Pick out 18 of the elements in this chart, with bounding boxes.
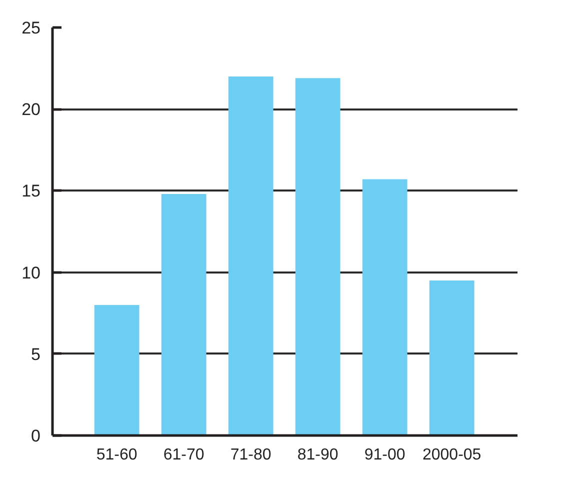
bar bbox=[161, 194, 206, 436]
bar bbox=[429, 280, 474, 436]
y-tick-label: 20 bbox=[22, 100, 41, 120]
bar bbox=[362, 179, 408, 436]
y-tick-label: 0 bbox=[31, 426, 41, 446]
x-tick-label: 61-70 bbox=[163, 446, 204, 464]
y-tick-label: 25 bbox=[22, 18, 41, 38]
bar bbox=[94, 304, 140, 436]
bar bbox=[228, 76, 274, 436]
x-tick-label: 81-90 bbox=[297, 446, 338, 464]
y-tick-label: 15 bbox=[22, 182, 41, 201]
x-tick-label: 51-60 bbox=[96, 446, 138, 464]
bar bbox=[295, 78, 340, 436]
x-tick-label: 91-00 bbox=[364, 446, 406, 464]
x-tick-label: 71-80 bbox=[230, 446, 272, 464]
y-tick-label: 10 bbox=[22, 263, 41, 282]
y-tick-label: 5 bbox=[31, 344, 41, 364]
x-tick-label: 2000-05 bbox=[422, 446, 482, 464]
